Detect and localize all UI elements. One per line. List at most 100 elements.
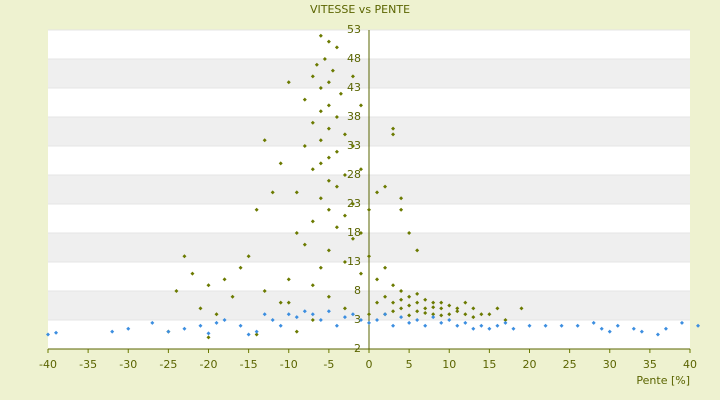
y-tick-label: 13 [347, 255, 361, 268]
point [447, 318, 452, 322]
point [338, 91, 343, 96]
point [599, 326, 604, 331]
point [318, 161, 323, 166]
point [214, 320, 219, 325]
point [423, 311, 428, 316]
point [334, 149, 339, 154]
point [559, 323, 564, 328]
point [463, 320, 468, 325]
point [318, 318, 323, 322]
point [222, 277, 227, 282]
x-tick-label: -30 [119, 358, 137, 371]
point [439, 320, 444, 325]
point [358, 271, 363, 276]
point [463, 312, 468, 317]
point [286, 312, 291, 317]
x-tick-label: -25 [159, 358, 177, 371]
point [126, 326, 131, 331]
point [655, 332, 660, 337]
point [198, 323, 203, 328]
point [302, 242, 307, 247]
point [375, 300, 380, 305]
point [471, 315, 476, 320]
point [375, 318, 380, 322]
point [342, 306, 347, 311]
point [511, 326, 516, 331]
point [439, 306, 444, 311]
point [342, 173, 347, 177]
point [206, 331, 211, 336]
point [294, 315, 299, 320]
point [310, 219, 315, 224]
point [46, 332, 50, 337]
point [302, 97, 307, 102]
point [334, 45, 339, 50]
point [318, 109, 323, 114]
point [399, 315, 404, 320]
point [431, 305, 436, 310]
point [254, 332, 259, 337]
point [246, 254, 251, 259]
point [222, 318, 227, 322]
point [358, 231, 363, 235]
point [238, 323, 243, 328]
point [383, 265, 388, 270]
y-tick-label: 48 [347, 52, 361, 65]
point [447, 303, 452, 308]
point [214, 312, 219, 317]
point [190, 271, 195, 276]
point [350, 202, 355, 206]
y-tick-label: 3 [354, 313, 361, 326]
point [342, 315, 347, 320]
point [350, 144, 355, 148]
point [455, 323, 460, 328]
point [326, 207, 331, 212]
point [182, 326, 187, 331]
point [487, 312, 492, 317]
point [350, 236, 355, 241]
point [262, 138, 267, 143]
point [423, 306, 428, 311]
point [342, 132, 347, 137]
point [375, 277, 380, 282]
point [407, 303, 412, 308]
point [607, 329, 612, 334]
point [294, 190, 299, 195]
point [174, 289, 179, 293]
point [455, 309, 460, 314]
point [334, 323, 339, 328]
point [326, 103, 331, 108]
point [415, 248, 420, 253]
point [423, 323, 428, 328]
point [270, 190, 275, 195]
point [391, 309, 396, 314]
point [326, 309, 331, 314]
point [399, 289, 404, 293]
point [407, 320, 412, 325]
point [391, 323, 396, 328]
point [310, 318, 315, 322]
point [631, 326, 636, 331]
point [278, 161, 283, 166]
x-tick-label: 35 [643, 358, 657, 371]
point [383, 184, 388, 189]
point [254, 207, 259, 212]
point [415, 291, 420, 296]
point [286, 277, 291, 282]
point [527, 323, 532, 328]
x-tick-label: 25 [563, 358, 577, 371]
point [439, 313, 444, 318]
point [383, 312, 388, 317]
y-tick-label: 53 [347, 23, 361, 36]
point [310, 167, 315, 172]
point [431, 300, 436, 305]
point [330, 68, 335, 73]
point [326, 80, 331, 85]
point [150, 320, 155, 325]
x-tick-label: 5 [406, 358, 413, 371]
point [238, 265, 243, 270]
point [399, 207, 404, 212]
point [110, 329, 115, 334]
